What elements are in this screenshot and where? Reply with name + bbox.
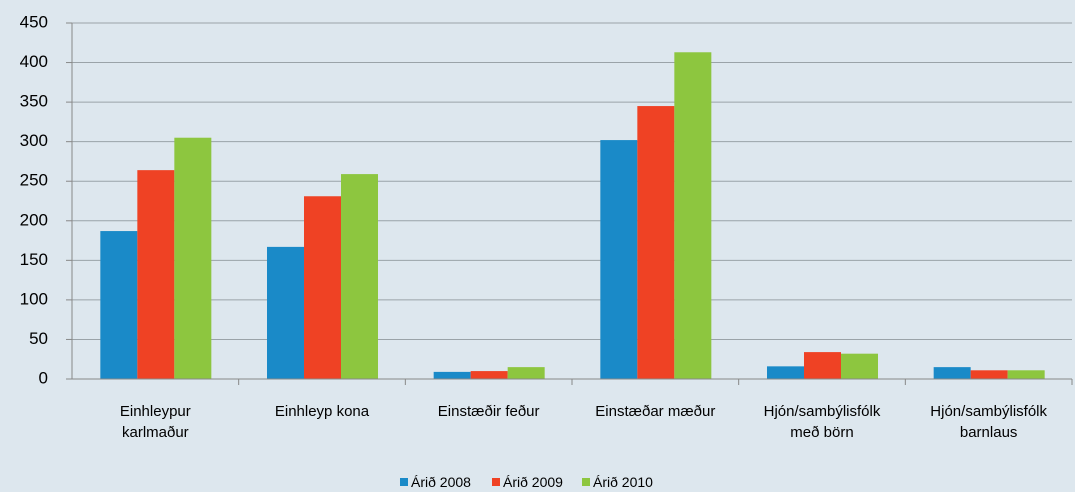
- bar: [674, 52, 712, 379]
- x-tick-label: Einstæðar mæður: [595, 403, 716, 420]
- legend-item: Árið 2009: [492, 474, 563, 490]
- x-tick-label: Einhleypur karlmaður: [119, 403, 191, 441]
- x-tick-label: Hjón/sambýlisfólk barnlaus: [930, 403, 1048, 441]
- bar: [970, 370, 1008, 379]
- bar: [137, 170, 175, 379]
- bar: [767, 366, 804, 379]
- legend-swatch: [400, 478, 408, 486]
- legend-item: Árið 2010: [582, 474, 653, 490]
- legend-item: Árið 2008: [400, 474, 471, 490]
- y-tick-label: 100: [20, 289, 48, 308]
- y-tick-label: 200: [20, 210, 48, 229]
- bar: [267, 246, 304, 379]
- y-tick-label: 150: [20, 250, 48, 269]
- bar: [507, 367, 545, 379]
- bar: [600, 140, 638, 379]
- bar: [933, 367, 971, 379]
- bar: [841, 353, 878, 379]
- legend-label: Árið 2009: [503, 474, 563, 490]
- legend-swatch: [492, 478, 500, 486]
- bar: [470, 371, 508, 379]
- y-tick-label: 350: [20, 92, 48, 111]
- bar: [341, 174, 378, 379]
- bar: [100, 231, 138, 379]
- bar: [1007, 370, 1045, 379]
- bar: [433, 371, 471, 379]
- y-tick-label: 50: [29, 329, 48, 348]
- bar: [304, 196, 341, 379]
- x-tick-label: Hjón/sambýlisfólk með börn: [763, 403, 881, 441]
- legend-swatch: [582, 478, 590, 486]
- legend-label: Árið 2008: [411, 474, 471, 490]
- y-tick-label: 450: [20, 12, 48, 31]
- y-tick-label: 0: [39, 368, 48, 387]
- y-tick-label: 250: [20, 171, 48, 190]
- x-tick-label: Einstæðir feður: [437, 403, 540, 420]
- x-tick-label: Einhleyp kona: [274, 403, 370, 420]
- bar: [637, 106, 675, 380]
- legend-label: Árið 2010: [593, 474, 653, 490]
- y-tick-label: 300: [20, 131, 48, 150]
- y-tick-label: 400: [20, 52, 48, 71]
- bar: [804, 352, 841, 379]
- bar: [174, 137, 212, 379]
